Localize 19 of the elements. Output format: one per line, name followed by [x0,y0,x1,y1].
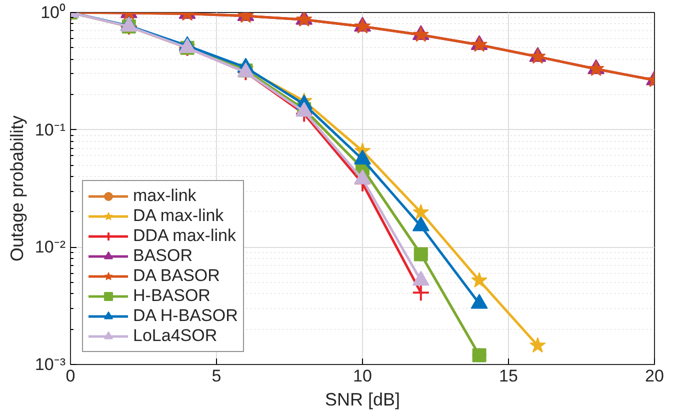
x-tick-label: 0 [66,366,76,386]
legend-label: DA max-link [133,206,224,226]
y-axis-title: Outage probability [6,115,27,262]
x-tick-label: 10 [353,366,372,386]
legend-label: DA BASOR [133,266,220,286]
x-tick-label: 20 [645,366,664,386]
legend-label: BASOR [133,246,193,266]
legend-label: H-BASOR [133,286,210,306]
y-tick-label: 10⁰ [40,3,66,22]
x-axis-title: SNR [dB] [324,390,400,410]
y-tick-label: 10⁻² [34,238,66,257]
legend-label: DDA max-link [133,226,236,246]
y-tick-label: 10⁻³ [34,355,66,374]
x-tick-label: 15 [499,366,518,386]
y-tick-label: 10⁻¹ [34,120,66,140]
x-tick-label: 5 [212,366,222,386]
legend-label: max-link [133,186,196,206]
legend-label: DA H-BASOR [133,306,238,326]
legend-label: LoLa4SOR [133,326,218,346]
